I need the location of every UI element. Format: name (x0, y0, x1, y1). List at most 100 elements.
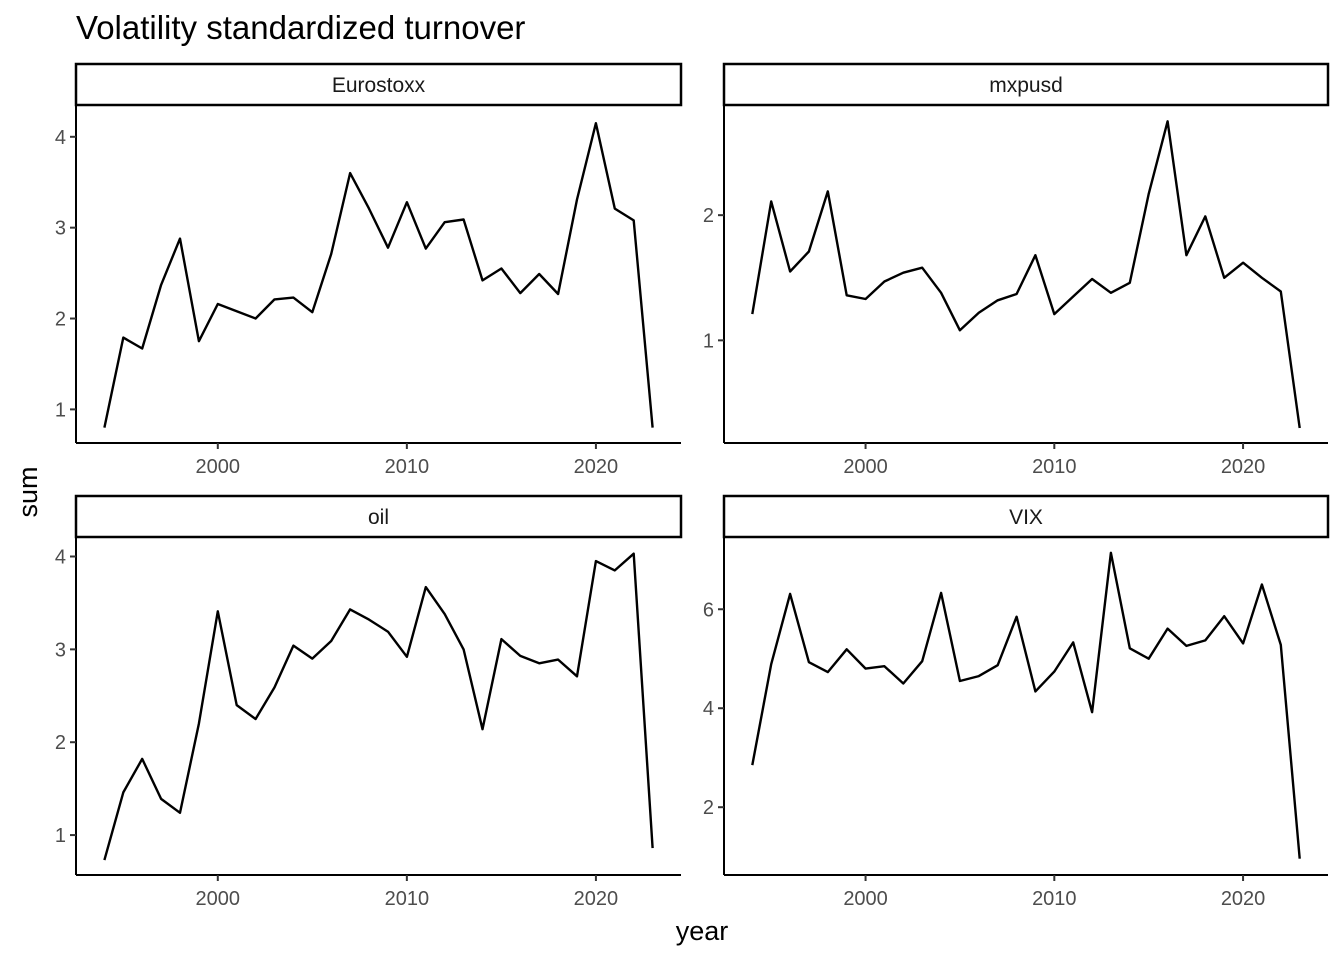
data-point-oil-1997 (160, 798, 162, 800)
strip-label-mxpusd: mxpusd (989, 74, 1063, 97)
data-point-eurostoxx-2008 (368, 207, 370, 209)
data-point-eurostoxx-2002 (254, 317, 256, 319)
strip-label-oil: oil (368, 506, 389, 529)
data-point-eurostoxx-2011 (425, 247, 427, 249)
data-point-oil-2016 (519, 655, 521, 657)
data-point-eurostoxx-1995 (122, 336, 124, 338)
data-point-mxpusd-2015 (1147, 193, 1149, 195)
data-point-mxpusd-2002 (902, 272, 904, 274)
data-point-mxpusd-1995 (770, 200, 772, 202)
panel-mxpusd: mxpusd 1 2 2000 2010 2020 (703, 64, 1328, 478)
series-line-oil (104, 554, 652, 860)
data-point-eurostoxx-2021 (614, 207, 616, 209)
y-tick-label-eurostoxx-4: 4 (55, 127, 66, 149)
data-point-mxpusd-2003 (921, 267, 923, 269)
data-point-vix-2021 (1261, 583, 1263, 585)
data-point-mxpusd-2004 (940, 292, 942, 294)
data-point-eurostoxx-1996 (141, 347, 143, 349)
data-point-vix-2006 (978, 675, 980, 677)
data-point-eurostoxx-2023 (651, 426, 653, 428)
data-point-eurostoxx-1998 (179, 237, 181, 239)
data-point-oil-2005 (311, 657, 313, 659)
data-point-vix-2004 (940, 592, 942, 594)
facet-panels: Eurostoxx 1 2 3 4 2000 2010 2020 mxpusd 1 2 2000 201… (55, 64, 1328, 910)
data-point-oil-1994 (103, 859, 105, 861)
data-point-vix-1997 (808, 661, 810, 663)
data-point-vix-2016 (1166, 627, 1168, 629)
data-point-oil-2000 (217, 610, 219, 612)
data-point-eurostoxx-1994 (103, 426, 105, 428)
data-point-oil-1999 (198, 722, 200, 724)
data-point-vix-1999 (845, 648, 847, 650)
data-point-mxpusd-2000 (864, 298, 866, 300)
data-point-eurostoxx-2015 (500, 267, 502, 269)
chart-title: Volatility standardized turnover (76, 9, 525, 46)
series-line-eurostoxx (104, 123, 652, 427)
data-point-eurostoxx-2003 (273, 298, 275, 300)
data-point-eurostoxx-2016 (519, 292, 521, 294)
x-tick-label-eurostoxx-2010: 2010 (385, 456, 430, 478)
x-tick-label-eurostoxx-2000: 2000 (196, 456, 241, 478)
data-point-oil-1998 (179, 812, 181, 814)
x-tick-label-vix-2020: 2020 (1221, 888, 1266, 910)
data-point-vix-2007 (996, 664, 998, 666)
data-point-mxpusd-2011 (1072, 295, 1074, 297)
data-point-oil-2019 (576, 675, 578, 677)
data-point-mxpusd-2007 (996, 299, 998, 301)
strip-label-vix: VIX (1009, 506, 1043, 529)
data-point-eurostoxx-2020 (595, 122, 597, 124)
data-point-mxpusd-2016 (1166, 120, 1168, 122)
data-point-oil-2004 (292, 644, 294, 646)
x-tick-label-oil-2000: 2000 (196, 888, 241, 910)
data-point-mxpusd-2008 (1015, 293, 1017, 295)
panel-oil: oil12342000 2010 2020 (55, 496, 681, 910)
data-point-vix-2022 (1280, 644, 1282, 646)
data-point-eurostoxx-1997 (160, 284, 162, 286)
data-point-vix-2020 (1242, 642, 1244, 644)
data-point-vix-2019 (1223, 615, 1225, 617)
data-point-vix-1996 (789, 593, 791, 595)
data-point-oil-2018 (557, 658, 559, 660)
data-point-eurostoxx-2004 (292, 296, 294, 298)
y-tick-label-eurostoxx-1: 1 (55, 399, 66, 421)
data-point-eurostoxx-2019 (576, 198, 578, 200)
data-point-oil-2021 (614, 569, 616, 571)
data-point-vix-2005 (959, 680, 961, 682)
data-point-vix-2013 (1110, 552, 1112, 554)
y-tick-label-eurostoxx-2: 2 (55, 309, 66, 331)
data-point-eurostoxx-2017 (538, 273, 540, 275)
data-point-oil-2015 (500, 638, 502, 640)
x-tick-label-oil-2020: 2020 (574, 888, 619, 910)
data-point-oil-1995 (122, 791, 124, 793)
data-point-vix-1998 (827, 671, 829, 673)
data-point-oil-2007 (349, 608, 351, 610)
data-point-eurostoxx-2012 (443, 221, 445, 223)
data-point-vix-2014 (1129, 647, 1131, 649)
panel-vix: VIX2462000 2010 2020 (703, 496, 1328, 910)
data-point-oil-2022 (633, 553, 635, 555)
data-point-vix-2001 (883, 665, 885, 667)
data-point-eurostoxx-2006 (330, 253, 332, 255)
data-point-vix-2011 (1072, 641, 1074, 643)
data-point-oil-1996 (141, 758, 143, 760)
data-point-vix-2023 (1298, 857, 1300, 859)
data-point-mxpusd-2022 (1280, 290, 1282, 292)
data-point-eurostoxx-2007 (349, 172, 351, 174)
data-point-eurostoxx-2022 (633, 219, 635, 221)
data-point-oil-2008 (368, 618, 370, 620)
data-point-vix-2002 (902, 682, 904, 684)
data-point-vix-2000 (864, 667, 866, 669)
panel-eurostoxx: Eurostoxx 1 2 3 4 2000 2010 2020 (55, 64, 681, 478)
data-point-oil-2013 (462, 648, 464, 650)
data-point-mxpusd-2010 (1053, 313, 1055, 315)
data-point-oil-2011 (425, 586, 427, 588)
data-point-vix-2012 (1091, 711, 1093, 713)
x-tick-label-mxpusd-2000: 2000 (843, 456, 888, 478)
data-point-eurostoxx-2000 (217, 303, 219, 305)
data-point-oil-2001 (236, 704, 238, 706)
x-tick-label-vix-2010: 2010 (1032, 888, 1077, 910)
data-point-vix-1994 (751, 764, 753, 766)
y-axis-title: sum (13, 466, 43, 517)
data-point-eurostoxx-2014 (481, 279, 483, 281)
